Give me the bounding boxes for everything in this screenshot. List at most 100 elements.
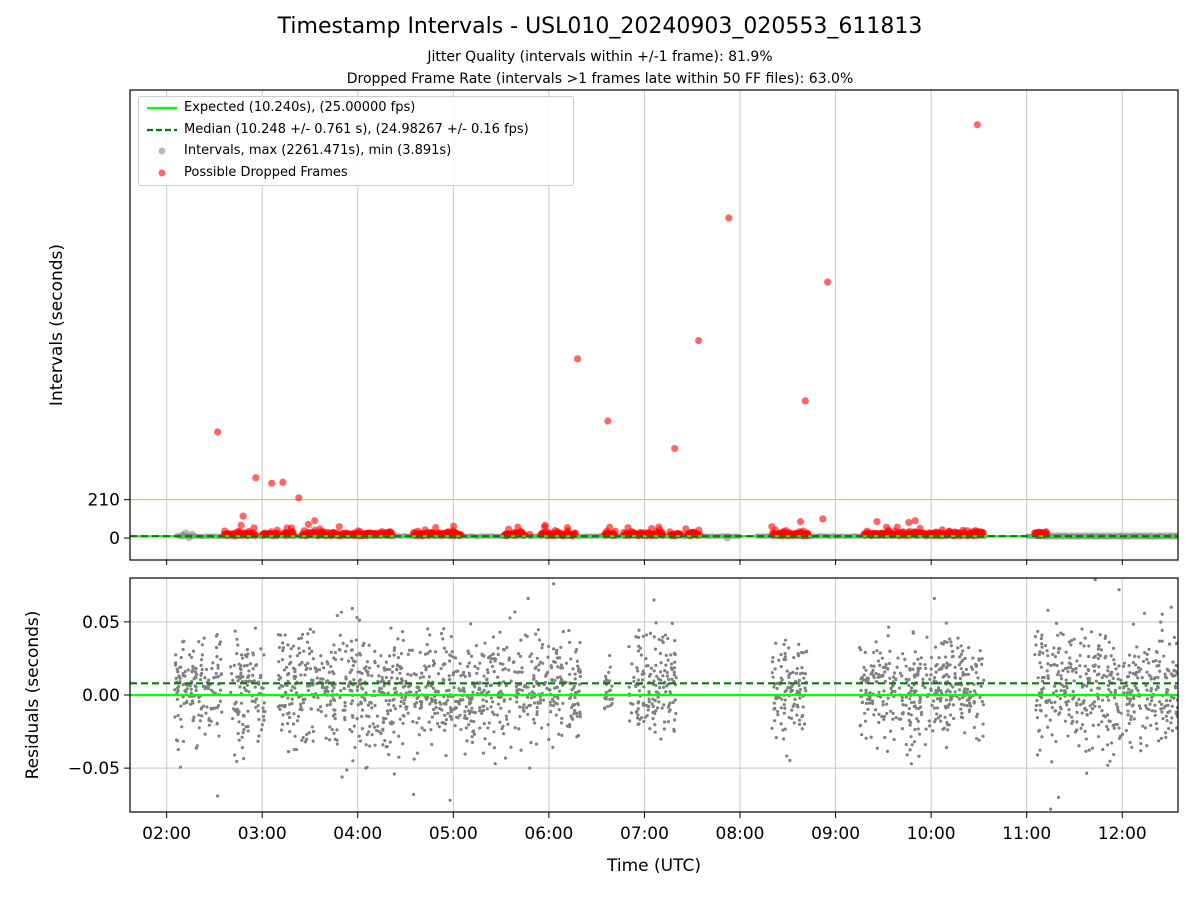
residual-point	[942, 663, 946, 667]
residual-point	[932, 720, 937, 724]
residual-point	[1091, 702, 1095, 706]
residual-point	[507, 656, 511, 660]
residual-point	[404, 705, 408, 709]
residual-point	[1034, 643, 1038, 647]
residual-point	[917, 706, 921, 711]
residual-point	[415, 721, 419, 725]
residual-point	[305, 684, 310, 688]
residual-point	[478, 726, 482, 730]
residual-point	[797, 718, 802, 722]
residual-point	[509, 679, 513, 683]
residual-point	[526, 712, 530, 716]
residual-point	[398, 671, 402, 675]
residual-point	[1143, 651, 1147, 655]
residual-point	[355, 685, 360, 689]
residual-point	[913, 650, 917, 654]
residual-point	[862, 665, 866, 670]
residual-point	[326, 662, 330, 666]
residual-point	[785, 754, 789, 758]
residual-point	[545, 686, 549, 690]
bottom-ytick-label: 0.00	[82, 686, 120, 706]
residual-point	[642, 672, 646, 676]
residual-point	[1170, 729, 1174, 733]
residual-point	[561, 701, 565, 705]
residual-point	[364, 691, 368, 695]
residual-point	[907, 678, 911, 682]
residual-point	[792, 655, 796, 660]
residual-point	[1066, 734, 1070, 738]
residual-point	[365, 670, 369, 675]
residual-point	[571, 703, 575, 707]
dropped-frame-point	[250, 524, 258, 532]
residual-point	[798, 696, 802, 700]
residual-point	[505, 645, 509, 650]
residual-point	[280, 684, 285, 688]
residual-point	[1163, 672, 1167, 676]
residual-point	[216, 704, 221, 708]
residual-point	[178, 765, 183, 769]
residual-point	[175, 739, 180, 743]
residual-point	[901, 652, 905, 656]
residual-point	[316, 696, 320, 700]
residual-point	[575, 711, 579, 715]
residual-point	[351, 663, 355, 668]
residual-point	[360, 686, 364, 690]
residual-point	[246, 709, 250, 713]
residual-point	[1045, 649, 1049, 653]
dropped-frame-point	[432, 523, 440, 532]
dropped-frame-point	[911, 517, 919, 525]
residual-point	[214, 634, 218, 638]
residual-point	[292, 747, 296, 752]
residual-point	[1063, 689, 1067, 693]
xtick-label-0300: 03:00	[238, 824, 287, 844]
residual-point	[362, 641, 366, 645]
residual-point	[571, 667, 575, 671]
residual-point	[799, 650, 804, 655]
residual-point	[1034, 703, 1039, 708]
residual-point	[370, 706, 374, 710]
residual-point	[1150, 695, 1154, 699]
residual-point	[306, 688, 311, 693]
dropped-frame-point	[252, 474, 260, 482]
legend-expected-label: Expected (10.240s), (25.00000 fps)	[184, 100, 416, 115]
residual-point	[364, 766, 368, 770]
residual-point	[1059, 688, 1063, 693]
residual-point	[943, 639, 947, 644]
residual-point	[547, 737, 551, 742]
residual-point	[354, 638, 358, 642]
residual-point	[438, 706, 442, 711]
residual-point	[923, 663, 927, 667]
dropped-frame-point	[973, 121, 981, 129]
residual-point	[951, 685, 955, 689]
residual-point	[215, 794, 220, 798]
residual-point	[294, 691, 299, 695]
residual-point	[1127, 687, 1131, 691]
residual-point	[1046, 608, 1050, 612]
residual-point	[467, 661, 471, 665]
residual-point	[335, 742, 339, 746]
residual-point	[635, 716, 640, 720]
residual-point	[280, 657, 285, 662]
dropped-frame-point	[304, 520, 312, 528]
residual-point	[932, 679, 936, 683]
residual-point	[1125, 684, 1129, 688]
residual-point	[958, 676, 962, 681]
residual-point	[175, 667, 179, 671]
residual-point	[559, 645, 563, 650]
residual-point	[1091, 723, 1095, 727]
residual-point	[1160, 612, 1164, 616]
residual-point	[413, 704, 417, 709]
residual-point	[1136, 676, 1140, 680]
residual-point	[1102, 713, 1106, 718]
residual-point	[1169, 605, 1173, 609]
residual-point	[1071, 668, 1076, 672]
residual-point	[672, 729, 676, 733]
residual-point	[663, 668, 667, 673]
residual-point	[1150, 699, 1154, 703]
residual-point	[289, 688, 293, 692]
residual-point	[477, 686, 481, 690]
residual-point	[400, 695, 404, 700]
residual-point	[576, 703, 580, 707]
residual-point	[1153, 709, 1157, 713]
residual-point	[352, 724, 356, 728]
